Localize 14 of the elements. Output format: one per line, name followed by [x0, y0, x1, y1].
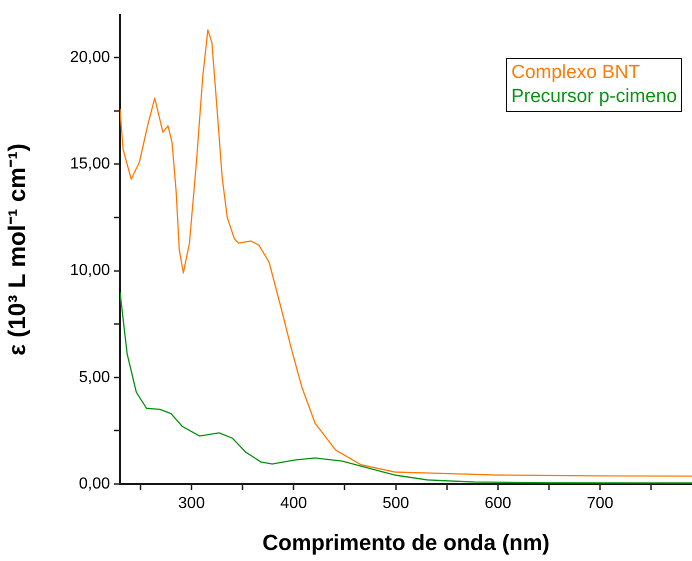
- y-axis-title: ε (10³ L mol⁻¹ cm⁻¹): [4, 143, 32, 356]
- x-tick-label: 600: [484, 495, 512, 512]
- x-tick-label: 300: [178, 495, 205, 512]
- y-tick-label: 0,00: [78, 475, 110, 492]
- x-axis-title: Comprimento de onda (nm): [262, 530, 550, 555]
- y-tick-label: 5,00: [78, 368, 110, 386]
- text: Complexo BNT: [511, 61, 642, 85]
- y-tick-label: 15,00: [70, 156, 110, 173]
- x-tick-label: 500: [382, 495, 410, 512]
- text: Precursor p-cimeno: [511, 85, 677, 109]
- y-tick-label: 20,00: [70, 49, 110, 66]
- y-tick-label: 10,00: [70, 262, 110, 280]
- x-tick-label: 400: [280, 495, 308, 512]
- x-tick-label: 700: [586, 495, 614, 512]
